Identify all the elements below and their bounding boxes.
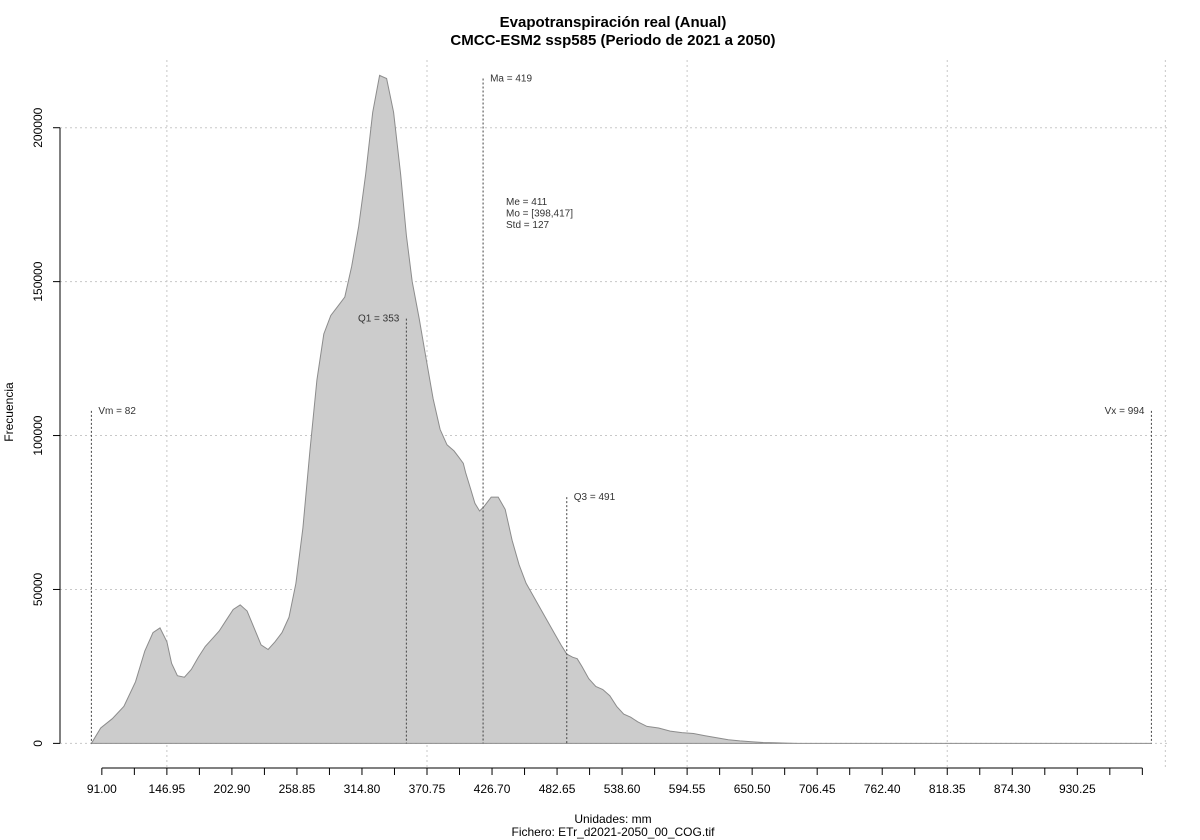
marker-label: Q3 = 491: [574, 492, 616, 503]
x-tick-label: 202.90: [214, 782, 251, 796]
x-tick-label: 762.40: [864, 782, 901, 796]
x-tick-label: 426.70: [474, 782, 511, 796]
x-tick-label: 818.35: [929, 782, 966, 796]
chart-title: Evapotranspiración real (Anual): [500, 14, 727, 31]
y-axis: 0 50000 100000 150000 200000: [31, 107, 61, 747]
x-tick-label: 650.50: [734, 782, 771, 796]
stat-line: Me = 411: [506, 197, 548, 208]
x-axis: 91.00 146.95 202.90 258.85 314.80 370.75 426.7…: [87, 767, 1143, 796]
y-tick-label: 200000: [31, 107, 45, 147]
x-tick-label: 874.30: [994, 782, 1031, 796]
x-tick-label: 314.80: [344, 782, 381, 796]
x-axis-title: Unidades: mm: [574, 812, 651, 826]
y-axis-title: Frecuencia: [2, 382, 16, 442]
x-tick-label: 594.55: [669, 782, 706, 796]
x-tick-label: 146.95: [149, 782, 186, 796]
x-tick-label: 706.45: [799, 782, 836, 796]
y-tick-label: 100000: [31, 415, 45, 455]
file-caption: Fichero: ETr_d2021-2050_00_COG.tif: [512, 825, 716, 839]
y-tick-label: 50000: [31, 572, 45, 606]
chart-subtitle: CMCC-ESM2 ssp585 (Periodo de 2021 a 2050…: [450, 32, 775, 49]
marker-label: Vx = 994: [1105, 406, 1145, 417]
stat-line: Mo = [398,417]: [506, 209, 573, 220]
x-tick-label: 538.60: [604, 782, 641, 796]
x-tick-label: 370.75: [409, 782, 446, 796]
marker-label: Q1 = 353: [358, 314, 400, 325]
y-tick-label: 150000: [31, 261, 45, 301]
statistic-markers: Vm = 82 Q1 = 353 Ma = 419 Q3 = 491 Vx = 994: [90, 73, 1152, 744]
marker-label: Vm = 82: [98, 406, 136, 417]
x-tick-label: 482.65: [539, 782, 576, 796]
x-tick-label: 930.25: [1059, 782, 1096, 796]
stat-line: Std = 127: [506, 220, 550, 231]
x-tick-label: 258.85: [279, 782, 316, 796]
density-area: [90, 74, 1152, 745]
y-tick-label: 0: [31, 740, 45, 747]
marker-label: Ma = 419: [490, 73, 532, 84]
x-tick-label: 91.00: [87, 782, 117, 796]
